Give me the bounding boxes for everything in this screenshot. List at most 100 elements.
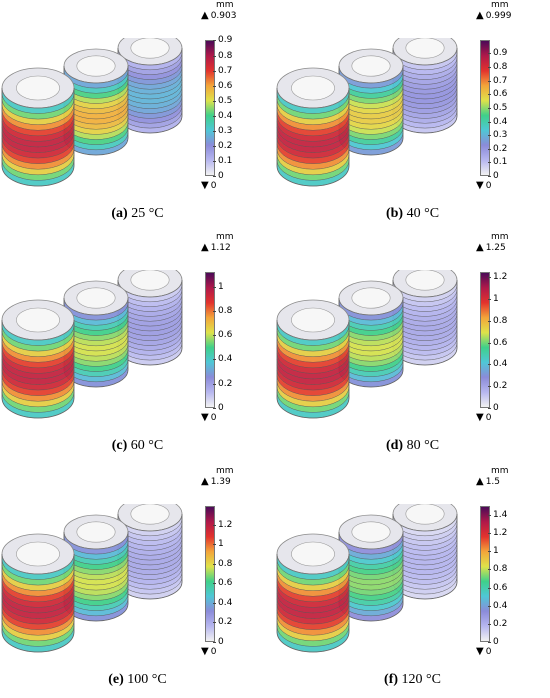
coil-3 [392, 504, 458, 600]
panel-e: mm ▲ 1.39 0 0.2 0.4 0.6 0.8 1 1.2 ▼ 0 (e) 100 °C [0, 466, 275, 698]
colorbar-max: ▲ 1.12 [201, 242, 231, 253]
panel-c: mm ▲ 1.12 0 0.2 0.4 0.6 0.8 1 ▼ 0 (c) 60 °C [0, 232, 275, 464]
coil-1 [276, 67, 350, 187]
panel-caption: (c) 60 °C [0, 438, 275, 454]
colorbar-tick-label: 0.3 [487, 130, 508, 141]
colorbar-tick-label: 0.8 [487, 315, 508, 326]
coil-1 [1, 533, 75, 653]
colorbar-max: ▲ 0.999 [476, 10, 511, 21]
colorbar-tick-label: 0.2 [212, 378, 233, 389]
colorbar-unit: mm [216, 466, 234, 476]
triangle-down-icon: ▼ [201, 180, 209, 191]
triangle-down-icon: ▼ [476, 180, 484, 191]
triangle-up-icon: ▲ [476, 10, 484, 21]
colorbar-min-value: 0 [485, 181, 492, 191]
colorbar-tick-label: 0 [213, 637, 224, 647]
panel-caption: (e) 100 °C [0, 672, 275, 688]
panel-caption-text: 40 °C [403, 206, 440, 221]
panel-b: mm ▲ 0.999 0 0.1 0.2 0.3 0.4 0.5 0.6 0.7 0.8 0.9 ▼ 0 (b… [275, 0, 550, 232]
panel-caption-label: (e) [108, 672, 124, 687]
colorbar-tick-label: 0.4 [487, 116, 508, 127]
colorbar-unit: mm [491, 466, 509, 476]
panel-caption-text: 100 °C [123, 672, 167, 687]
colorbar-min: ▼ 0 [201, 412, 216, 423]
colorbar-tick-label: 0.6 [212, 80, 233, 91]
panel-caption-text: 120 °C [398, 672, 441, 687]
colorbar-tick-label: 0.8 [212, 558, 233, 569]
colorbar [480, 272, 490, 408]
colorbar-tick-label: 0.4 [487, 600, 508, 611]
coil-2 [63, 48, 129, 156]
colorbar-min-value: 0 [210, 413, 217, 423]
colorbar-tick-label: 0.2 [487, 143, 508, 154]
colorbar-tick-label: 0.2 [212, 140, 233, 151]
colorbar-min: ▼ 0 [476, 180, 491, 191]
panel-f: mm ▲ 1.5 0 0.2 0.4 0.6 0.8 1 1.2 1.4 ▼ 0 (f) 120 °C [275, 466, 550, 698]
panel-caption-text: 80 °C [403, 438, 440, 453]
colorbar-tick-label: 0.5 [487, 102, 508, 113]
colorbar-max-value: 1.5 [485, 477, 501, 487]
colorbar-tick-label: 0.8 [212, 50, 233, 61]
coil-2 [63, 280, 129, 388]
colorbar-tick-label: 0.5 [212, 95, 233, 106]
colorbar-tick-label: 0 [213, 171, 224, 181]
panel-d: mm ▲ 1.25 0 0.2 0.4 0.6 0.8 1 1.2 ▼ 0 (d) 80 °C [275, 232, 550, 464]
panel-caption-label: (b) [385, 206, 404, 221]
colorbar-tick-label: 0.8 [487, 62, 508, 73]
coil-3 [117, 38, 183, 134]
colorbar-min: ▼ 0 [476, 646, 491, 657]
colorbar [205, 40, 215, 176]
colorbar-tick-label: 1 [488, 294, 499, 305]
colorbar-max: ▲ 1.25 [476, 242, 506, 253]
colorbar-tick-label: 0.9 [487, 48, 508, 59]
colorbar-tick-label: 0 [488, 403, 499, 413]
coil-1 [1, 67, 75, 187]
coil-1 [276, 299, 350, 419]
triangle-down-icon: ▼ [476, 646, 484, 657]
panel-caption: (d) 80 °C [275, 438, 550, 454]
colorbar-tick-label: 0 [213, 403, 224, 413]
colorbar-max: ▲ 1.39 [201, 476, 231, 487]
colorbar [205, 506, 215, 642]
colorbar-max-value: 1.25 [485, 243, 506, 253]
triangle-down-icon: ▼ [476, 412, 484, 423]
colorbar-min-value: 0 [210, 647, 217, 657]
colorbar-max-value: 0.903 [210, 11, 237, 21]
colorbar-tick-label: 0.4 [487, 359, 508, 370]
coil-3 [117, 504, 183, 600]
coil-3 [117, 270, 183, 366]
triangle-down-icon: ▼ [201, 646, 209, 657]
colorbar-tick-label: 0.7 [212, 65, 233, 76]
panel-caption-label: (a) [111, 206, 128, 221]
coil-3 [392, 270, 458, 366]
coil-model [276, 38, 458, 187]
colorbar [205, 272, 215, 408]
colorbar-tick-label: 0.1 [212, 155, 233, 166]
panel-caption-label: (d) [385, 438, 404, 453]
colorbar-min: ▼ 0 [476, 412, 491, 423]
colorbar-tick-label: 0.1 [487, 157, 508, 168]
panel-caption: (f) 120 °C [275, 672, 550, 688]
triangle-down-icon: ▼ [201, 412, 209, 423]
colorbar-tick-label: 0.2 [487, 381, 508, 392]
colorbar-tick-label: 1.2 [212, 519, 233, 530]
colorbar-tick-label: 0.6 [487, 337, 508, 348]
coil-model [276, 504, 458, 653]
colorbar-tick-label: 1 [213, 539, 224, 550]
colorbar-max-value: 1.39 [210, 477, 231, 487]
colorbar-tick-label: 1.2 [487, 272, 508, 283]
colorbar-tick-label: 0 [488, 637, 499, 647]
colorbar-tick-label: 0.2 [212, 617, 233, 628]
coil-1 [276, 533, 350, 653]
colorbar-min-value: 0 [210, 181, 217, 191]
coil-1 [1, 299, 75, 419]
coil-2 [338, 280, 404, 388]
colorbar-unit: mm [491, 232, 509, 242]
triangle-up-icon: ▲ [476, 476, 484, 487]
colorbar-unit: mm [491, 0, 509, 10]
colorbar-tick-label: 0.3 [212, 125, 233, 136]
triangle-up-icon: ▲ [201, 242, 209, 253]
colorbar-tick-label: 0.6 [487, 89, 508, 100]
colorbar-tick-label: 1.2 [487, 528, 508, 539]
